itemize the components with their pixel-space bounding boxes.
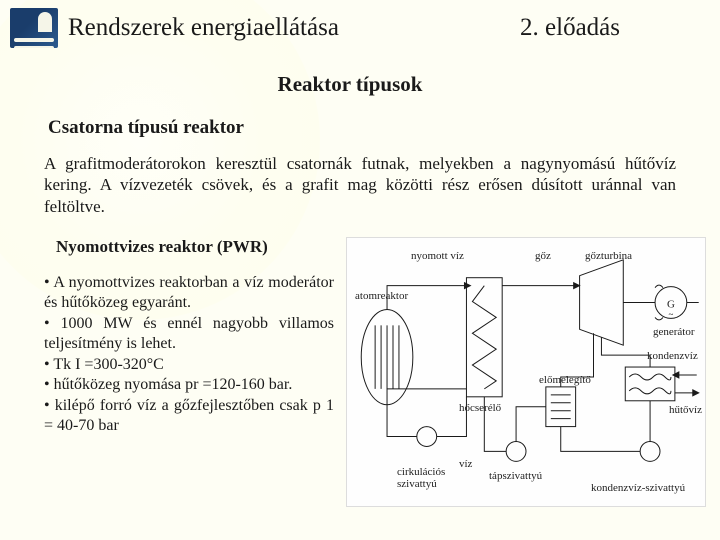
- bullet-item: • kilépő forró víz a gőzfejlesztőben csa…: [44, 396, 334, 437]
- content-row: Nyomottvizes reaktor (PWR) • A nyomottvi…: [0, 237, 720, 507]
- label-atomreaktor: atomreaktor: [355, 290, 408, 302]
- label-generator: generátor: [653, 326, 695, 338]
- subheading-pwr: Nyomottvizes reaktor (PWR): [56, 237, 334, 257]
- label-nyomott-viz: nyomott víz: [411, 250, 464, 262]
- bullet-item: • Tk I =300-320°C: [44, 355, 334, 375]
- slide-title-left: Rendszerek energiaellátása: [68, 14, 339, 42]
- bullet-item: • A nyomottvizes reaktorban a víz moderá…: [44, 273, 334, 314]
- subheading-channel-reactor: Csatorna típusú reaktor: [48, 117, 720, 139]
- label-hutoviz: hűtővíz: [669, 404, 702, 416]
- svg-text:~: ~: [669, 309, 674, 319]
- pwr-schematic-diagram: G ~: [346, 237, 706, 507]
- label-tapszivattyu: tápszivattyú: [489, 470, 542, 482]
- label-hocserelo: hőcserélő: [459, 402, 501, 414]
- label-kondenzviz-szivattyu: kondenzvíz-szivattyú: [591, 482, 685, 494]
- label-elomelegito: előmelegítő: [539, 374, 591, 386]
- slide-title-right: 2. előadás: [520, 14, 680, 42]
- left-column: Nyomottvizes reaktor (PWR) • A nyomottvi…: [44, 237, 334, 507]
- body-paragraph: A grafitmoderátorokon keresztül csatorná…: [44, 153, 676, 217]
- bullet-item: • 1000 MW és ennél nagyobb villamos telj…: [44, 314, 334, 355]
- label-kondenzviz: kondenzvíz: [647, 350, 698, 362]
- university-logo-icon: [10, 8, 58, 48]
- label-gozturbina: gőzturbina: [585, 250, 632, 262]
- header: Rendszerek energiaellátása 2. előadás: [0, 0, 720, 56]
- bullet-item: • hűtőközeg nyomása pr =120-160 bar.: [44, 375, 334, 395]
- bullet-list: • A nyomottvizes reaktorban a víz moderá…: [44, 273, 334, 437]
- section-title: Reaktor típusok: [220, 72, 480, 97]
- label-goz: gőz: [535, 250, 551, 262]
- label-viz: víz: [459, 458, 472, 470]
- label-cirkulacios: cirkulációs szivattyú: [397, 466, 445, 490]
